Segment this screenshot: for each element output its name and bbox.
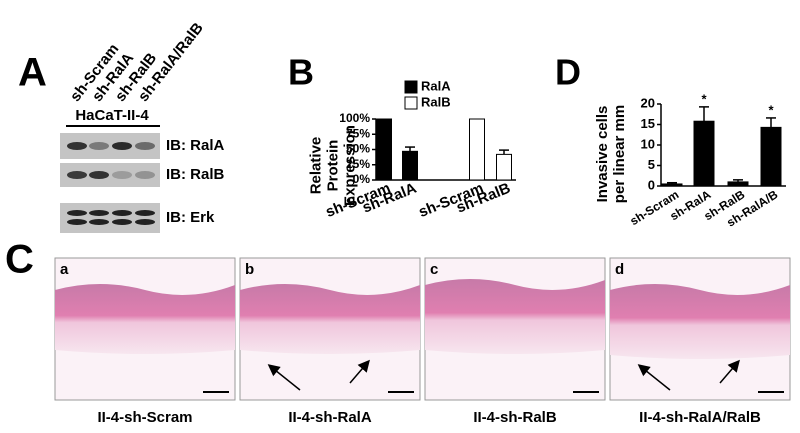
- band: [135, 171, 155, 179]
- epithelium: [610, 284, 790, 359]
- band: [89, 171, 109, 179]
- band: [135, 142, 155, 150]
- band: [67, 219, 87, 225]
- y-tick-label: 50%: [346, 142, 370, 156]
- probe-label: IB: Erk: [166, 209, 215, 226]
- y-axis-label: Invasive cells per linear mm: [594, 104, 628, 204]
- band: [89, 219, 109, 225]
- subpanel-letter: d: [615, 261, 624, 278]
- bar: [693, 120, 715, 187]
- error-bar: [499, 149, 509, 155]
- band: [135, 219, 155, 225]
- y-tick-label: 100%: [339, 111, 370, 125]
- panel-label: B: [288, 52, 314, 93]
- band: [89, 142, 109, 150]
- y-tick-label: 5: [648, 157, 655, 172]
- y-tick-label: 0%: [353, 172, 371, 186]
- bar: [496, 153, 512, 181]
- annotation: *: [768, 102, 774, 117]
- caption: II-4-sh-RalA: [288, 409, 372, 426]
- band: [135, 210, 155, 216]
- annotation: *: [701, 91, 707, 106]
- subpanel-letter: c: [430, 261, 438, 278]
- y-axis-label: Relative Protein Expression: [307, 125, 359, 206]
- arrow: [349, 359, 370, 384]
- band: [112, 210, 132, 216]
- error-bar: [405, 146, 415, 152]
- probe-label: IB: RalB: [166, 166, 225, 183]
- caption: II-4-sh-Scram: [97, 409, 192, 426]
- band: [67, 210, 87, 216]
- epithelium: [240, 284, 420, 354]
- arrow: [719, 359, 740, 384]
- epithelium: [55, 284, 235, 354]
- cell-line: HaCaT-II-4: [75, 107, 149, 124]
- arrow: [637, 364, 671, 391]
- error-bar: [699, 106, 709, 122]
- error-bar: [733, 179, 743, 182]
- band: [67, 171, 87, 179]
- epithelium: [425, 279, 605, 354]
- band: [112, 171, 132, 179]
- band: [112, 219, 132, 225]
- legend-label: RalA: [421, 78, 451, 93]
- y-tick-label: 0: [648, 177, 655, 192]
- bar: [661, 183, 683, 187]
- y-tick-label: 25%: [346, 157, 370, 171]
- panel-label: C: [5, 238, 34, 282]
- legend-swatch: [404, 80, 418, 94]
- error-bar: [667, 181, 677, 184]
- caption: II-4-sh-RalA/RalB: [639, 409, 761, 426]
- y-tick-label: 75%: [346, 126, 370, 140]
- probe-label: IB: RalA: [166, 137, 225, 154]
- bar: [376, 118, 392, 181]
- bar: [469, 118, 485, 181]
- band: [67, 142, 87, 150]
- panel-label: A: [18, 51, 47, 95]
- subpanel-letter: a: [60, 261, 69, 278]
- y-tick-label: 15: [641, 116, 655, 131]
- legend-swatch: [404, 96, 418, 110]
- band: [89, 210, 109, 216]
- arrow: [267, 364, 301, 391]
- x-tick-label: sh-RalB: [454, 180, 513, 217]
- band: [112, 142, 132, 150]
- y-tick-label: 20: [641, 95, 655, 110]
- blot: [60, 203, 160, 233]
- y-tick-label: 10: [641, 136, 655, 151]
- panel-label: D: [555, 52, 581, 93]
- bar: [727, 181, 749, 187]
- legend-label: RalB: [421, 94, 451, 109]
- bar: [760, 126, 782, 187]
- caption: II-4-sh-RalB: [473, 409, 557, 426]
- bar: [402, 150, 418, 181]
- error-bar: [766, 117, 776, 128]
- subpanel-letter: b: [245, 261, 254, 278]
